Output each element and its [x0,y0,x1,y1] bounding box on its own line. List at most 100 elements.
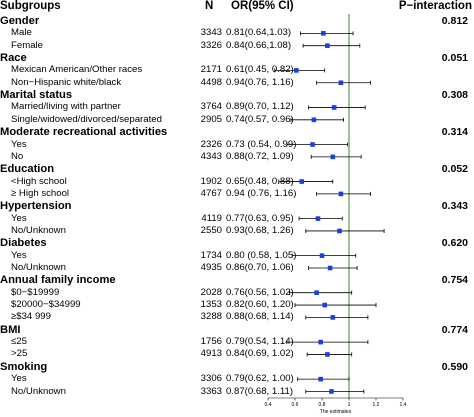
or-ci-text: 0.76(0.56, 1.02) [226,286,294,298]
n-value: 4498 [200,76,222,88]
n-value: 3306 [200,373,222,385]
group-label: Marital status [0,89,73,102]
n-value: 2028 [200,286,222,298]
or-point-marker [338,80,344,86]
n-value: 2550 [200,224,222,236]
subgroup-row: Yes 1734 0.80 (0.58, 1.05) [0,249,474,263]
subgroup-row: Married/living with partner 3764 0.89(0.70… [0,100,474,114]
p-interaction-value: 0.051 [441,52,468,65]
subgroup-row: ≥ High school 4767 0.94 (0.76, 1.16) [0,187,474,201]
or-ci-text: 0.81(0.64,1.03) [226,27,292,39]
or-ci-text: 0.86(0.70, 1.06) [226,262,294,273]
or-ci-text: 0.73 (0.54, 0.99) [226,138,297,150]
or-ci-text: 0.65(0.48, 0.88) [226,175,294,187]
group-label: BMI [0,323,21,336]
group-row: Hypertension 0.343 [0,199,474,213]
x-tick-label: 0.6 [292,402,299,408]
header-n: N [205,0,214,12]
subgroup-label: Yes [11,138,27,150]
or-ci-text: 0.94(0.76, 1.16) [226,76,294,88]
p-interaction-value: 0.620 [441,237,468,250]
subgroup-row: ≥$34 999 3288 0.88(0.68, 1.14) [0,310,474,324]
n-value: 4913 [200,348,222,360]
subgroup-label: Non−Hispanic white/black [11,76,122,88]
n-value: 4119 [201,212,222,224]
subgroup-label: No [11,150,24,162]
or-point-marker [330,315,336,320]
n-value: 3343 [200,27,222,39]
n-value: 4767 [200,187,222,199]
p-interaction-value: 0.314 [441,126,468,139]
subgroup-label: >25 [11,348,28,360]
or-ci-text: 0.87(0.68, 1.11) [226,385,294,397]
or-point-marker [315,216,321,221]
subgroup-row: No/Unknown 4935 0.86(0.70, 1.06) [0,261,474,275]
subgroup-row: Single/widowed/divorced/separated 2905 0.7… [0,113,474,127]
x-tick-label: 1.4 [400,402,407,408]
or-point-marker [329,389,334,394]
subgroup-row: $20000−$34999 1353 0.82(0.60, 1.20) [0,298,474,312]
or-ci-text: 0.84(0.66,1.08) [226,39,292,51]
n-value: 3764 [200,101,222,113]
n-value: 1902 [200,175,222,187]
subgroup-label: <High school [11,175,67,187]
n-value: 3288 [200,311,222,323]
x-tick-label: 0.4 [265,402,272,408]
group-row: Marital status 0.308 [0,88,474,102]
subgroup-row: Non−Hispanic white/black 4498 0.94(0.76, 1… [0,76,474,90]
subgroup-label: Yes [11,212,27,224]
group-label: Gender [0,15,40,27]
subgroup-row: Mexican American/Other races 2171 0.61(0.4… [0,63,474,77]
or-point-marker [331,105,337,110]
group-row: Smoking 0.590 [0,360,474,374]
group-row: Diabetes 0.620 [0,236,474,250]
or-ci-text: 0.79(0.54, 1.14) [226,336,294,348]
p-interaction-value: 0.812 [441,15,468,27]
subgroup-row: Male 3343 0.81(0.64,1.03) [0,26,474,40]
or-point-marker [321,31,326,36]
group-row: Annual family income 0.754 [0,273,474,287]
subgroup-label: Married/living with partner [11,101,121,113]
subgroup-row: No/Unknown 3363 0.87(0.68, 1.11) [0,385,474,399]
n-value: 2326 [200,138,222,150]
group-label: Diabetes [0,237,47,250]
or-point-marker [310,142,315,147]
n-value: 1734 [200,249,222,261]
subgroup-row: ≤25 1756 0.79(0.54, 1.14) [0,335,474,349]
subgroup-row: Yes 2326 0.73 (0.54, 0.99) [0,138,474,152]
or-ci-text: 0.77(0.63, 0.95) [226,212,294,224]
group-label: Moderate recreational activities [0,126,168,139]
group-row: Race 0.051 [0,51,474,65]
n-value: 4343 [200,150,222,162]
subgroup-label: $0−$19999 [11,286,60,298]
or-point-marker [318,376,323,382]
subgroup-row: <High school 1902 0.65(0.48, 0.88) [0,175,474,189]
p-interaction-value: 0.590 [441,360,468,373]
or-point-marker [325,43,330,48]
or-ci-text: 0.74(0.57, 0.96) [226,113,294,125]
subgroup-label: Male [11,27,32,39]
subgroup-label: Mexican American/Other races [11,64,143,76]
or-ci-text: 0.88(0.68, 1.14) [226,311,294,323]
p-interaction-value: 0.774 [441,323,468,336]
p-interaction-value: 0.754 [441,274,468,287]
x-tick-label: 1.2 [373,402,380,408]
subgroup-row: Yes 3306 0.79(0.62, 1.00) [0,372,474,386]
subgroup-label: Single/widowed/divorced/separated [11,113,162,125]
p-interaction-value: 0.343 [441,200,468,213]
subgroup-label: Yes [11,373,27,385]
or-point-marker [337,228,342,234]
group-label: Hypertension [0,200,72,213]
or-ci-text: 0.93(0.68, 1.26) [226,224,294,236]
subgroup-row: No/Unknown 2550 0.93(0.68, 1.26) [0,224,474,238]
or-point-marker [299,179,305,184]
subgroup-row: Female 3326 0.84(0.66,1.08) [0,39,474,53]
or-point-marker [311,117,317,123]
or-ci-text: 0.94 (0.76, 1.16) [226,187,297,199]
or-point-marker [314,290,319,295]
group-row: Moderate recreational activities 0.314 [0,125,474,139]
group-label: Annual family income [0,274,116,287]
header-p-interaction: P−interaction [398,0,472,12]
subgroup-row: No 4343 0.88(0.72, 1.09) [0,150,474,164]
or-point-marker [319,253,325,258]
